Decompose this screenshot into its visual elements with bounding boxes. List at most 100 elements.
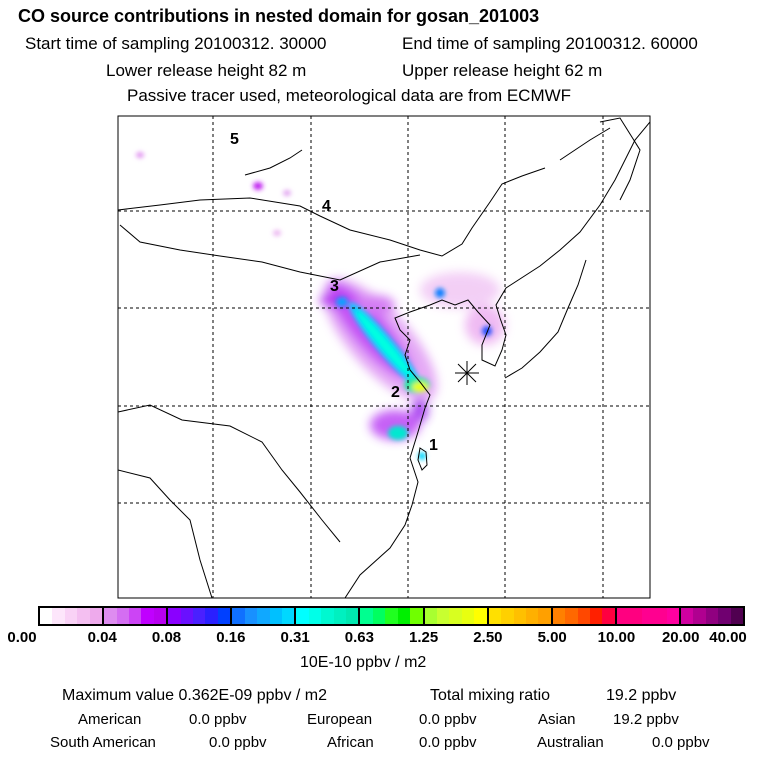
color-swatch xyxy=(180,608,194,624)
color-swatch xyxy=(333,608,347,624)
color-swatch xyxy=(281,608,295,624)
colorbar-tick-label: 1.25 xyxy=(409,629,439,646)
color-swatch xyxy=(616,608,630,624)
colorbar-tick-label: 2.50 xyxy=(473,629,503,646)
lower-release-height: Lower release height 82 m xyxy=(106,61,307,80)
colorbar-tick-label: 0.08 xyxy=(151,629,182,646)
color-swatch xyxy=(40,608,53,624)
color-swatch xyxy=(680,608,694,624)
color-swatch xyxy=(193,608,206,624)
tracer-info: Passive tracer used, meteorological data… xyxy=(127,86,572,105)
colorbar-segment xyxy=(168,608,233,624)
color-swatch xyxy=(424,608,437,624)
colorbar-segment xyxy=(424,608,489,624)
region-name: African xyxy=(327,734,374,751)
color-swatch xyxy=(730,608,744,624)
region-value: 0.0 ppbv xyxy=(419,734,477,751)
color-swatch xyxy=(410,608,423,624)
colorbar-segment xyxy=(616,608,681,624)
colorbar-segment xyxy=(232,608,297,624)
color-swatch xyxy=(244,608,258,624)
concentration-field xyxy=(136,152,505,460)
color-swatch xyxy=(461,608,475,624)
region-value: 0.0 ppbv xyxy=(209,734,267,751)
color-swatch xyxy=(128,608,142,624)
colorbar-tick-label: 5.00 xyxy=(537,629,567,646)
color-swatch xyxy=(693,608,706,624)
color-swatch xyxy=(525,608,539,624)
color-swatch xyxy=(705,608,719,624)
color-swatch xyxy=(385,608,398,624)
color-swatch xyxy=(602,608,615,624)
color-swatch xyxy=(718,608,731,624)
color-swatch xyxy=(168,608,181,624)
marker-2: 2 xyxy=(391,384,400,401)
colorbar-segment xyxy=(360,608,425,624)
color-swatch xyxy=(360,608,373,624)
color-swatch xyxy=(397,608,411,624)
region-value: 19.2 ppbv xyxy=(613,711,679,728)
total-mixing-label: Total mixing ratio xyxy=(430,687,551,704)
color-swatch xyxy=(346,608,359,624)
colorbar-tick-label: 20.00 xyxy=(661,629,700,646)
color-swatch xyxy=(474,608,487,624)
region-name: Asian xyxy=(538,711,576,728)
plot-title: CO source contributions in nested domain… xyxy=(18,6,540,26)
color-swatch xyxy=(501,608,514,624)
colorbar-segment xyxy=(552,608,617,624)
color-swatch xyxy=(590,608,603,624)
end-time: End time of sampling 20100312. 60000 xyxy=(402,34,698,53)
marker-5: 5 xyxy=(230,131,239,148)
total-mixing-value: 19.2 ppbv xyxy=(606,687,677,704)
colorbar-tick-label: 0.04 xyxy=(87,629,117,646)
color-swatch xyxy=(654,608,667,624)
marker-4: 4 xyxy=(322,198,331,215)
color-swatch xyxy=(321,608,334,624)
receptor-star-icon xyxy=(455,361,479,385)
marker-1: 1 xyxy=(429,437,438,454)
start-time: Start time of sampling 20100312. 30000 xyxy=(25,34,327,53)
color-swatch xyxy=(308,608,322,624)
color-swatch xyxy=(629,608,642,624)
color-swatch xyxy=(488,608,502,624)
map-frame xyxy=(117,115,651,599)
color-swatch xyxy=(153,608,167,624)
color-swatch xyxy=(666,608,679,624)
colorbar-segment xyxy=(40,608,105,624)
color-swatch xyxy=(641,608,655,624)
coastlines xyxy=(118,117,650,598)
color-swatch xyxy=(436,608,450,624)
color-swatch xyxy=(52,608,65,624)
color-swatch xyxy=(269,608,282,624)
upper-release-height: Upper release height 62 m xyxy=(402,61,603,80)
color-swatch xyxy=(217,608,231,624)
colorbar-segment xyxy=(680,608,744,624)
color-swatch xyxy=(372,608,386,624)
color-swatch xyxy=(296,608,309,624)
color-swatch xyxy=(257,608,270,624)
color-swatch xyxy=(89,608,103,624)
colorbar-tick-label: 0.00 xyxy=(7,629,37,646)
color-swatch xyxy=(205,608,218,624)
region-name: European xyxy=(307,711,373,728)
region-value: 0.0 ppbv xyxy=(652,734,710,751)
color-swatch xyxy=(104,608,117,624)
maximum-value: Maximum value 0.362E-09 ppbv / m2 xyxy=(62,687,328,704)
color-swatch xyxy=(565,608,578,624)
color-swatch xyxy=(449,608,462,624)
colorbar xyxy=(38,606,745,626)
color-swatch xyxy=(141,608,154,624)
map-panel: 1 2 3 4 5 xyxy=(117,115,651,599)
region-value: 0.0 ppbv xyxy=(419,711,477,728)
marker-3: 3 xyxy=(330,278,339,295)
color-swatch xyxy=(77,608,90,624)
color-swatch xyxy=(513,608,526,624)
region-name: American xyxy=(78,711,142,728)
colorbar-tick-label: 10.00 xyxy=(597,629,636,646)
colorbar-unit: 10E-10 ppbv / m2 xyxy=(300,654,427,671)
region-name: South American xyxy=(50,734,156,751)
color-swatch xyxy=(538,608,551,624)
grid-lines xyxy=(118,116,650,598)
region-name: Australian xyxy=(537,734,604,751)
colorbar-segment xyxy=(104,608,169,624)
